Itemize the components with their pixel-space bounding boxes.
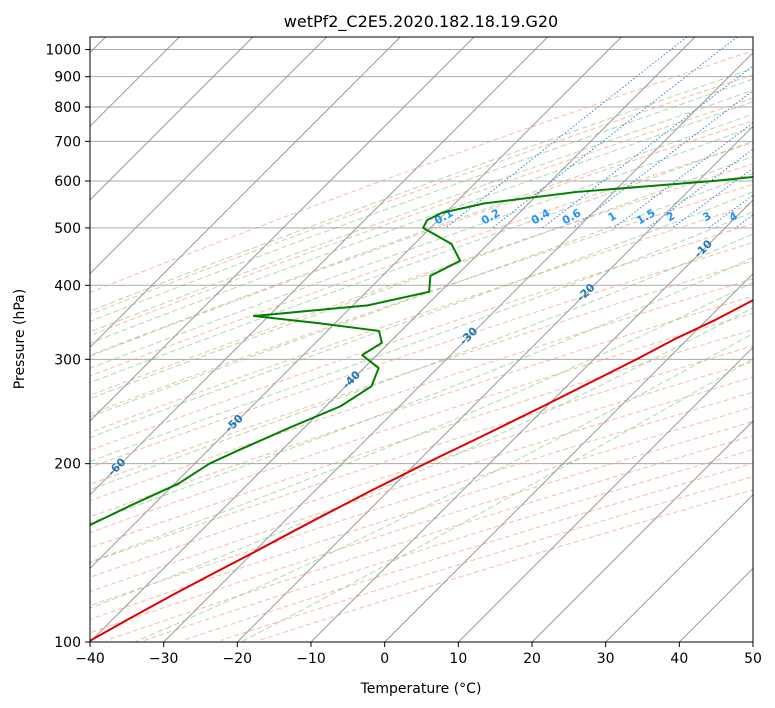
moist-adiabat-line: [90, 233, 753, 491]
moist-adiabat-line: [90, 307, 753, 609]
y-tick-label: 500: [54, 221, 81, 237]
x-axis-label: Temperature (°C): [360, 681, 482, 697]
plot-frame: [89, 36, 754, 643]
dry-adiabat-line: [90, 391, 753, 607]
y-axis-ticks: 100 200 300 400 500 600 700 800 900 1000: [45, 43, 90, 651]
mixing-ratio-line: [672, 167, 753, 229]
moist-adiabat-line: [134, 332, 753, 642]
y-tick-label: 600: [54, 174, 81, 190]
dry-adiabat-line: [90, 97, 753, 337]
chart-title: wetPf2_C2E5.2020.182.18.19.G20: [284, 12, 558, 32]
x-tick-label: −20: [223, 651, 253, 667]
y-tick-label: 800: [54, 100, 81, 116]
dry-adiabat-line: [90, 420, 753, 634]
isotherm-line: [90, 37, 549, 496]
dry-adiabat-line: [90, 406, 753, 620]
y-tick-label: 100: [54, 635, 81, 651]
dry-adiabat-line: [90, 295, 753, 518]
isotherm-line: [90, 37, 622, 570]
dry-adiabat-line: [90, 376, 753, 593]
isotherm-line: [531, 420, 753, 642]
moist-adiabat-line: [90, 89, 753, 333]
dry-adiabat-line: [90, 329, 753, 549]
y-tick-label: 700: [54, 134, 81, 150]
x-tick-label: −10: [296, 651, 326, 667]
y-tick-label: 1000: [45, 43, 81, 59]
x-tick-label: 0: [380, 651, 389, 667]
mixing-ratio-line: [542, 65, 753, 229]
dry-adiabat-line: [220, 476, 753, 641]
x-tick-label: −40: [75, 651, 105, 667]
x-tick-label: 30: [597, 651, 615, 667]
dry-adiabat-line: [90, 260, 753, 485]
moist-adiabat-line: [90, 211, 753, 463]
isotherm-line: [90, 37, 696, 642]
y-tick-label: 200: [54, 457, 81, 473]
y-tick-label: 300: [54, 352, 81, 368]
plot-area: [90, 37, 753, 642]
isotherm-line: [236, 125, 753, 642]
x-axis-ticks: −40 −30 −20 −10 0 10 20 30 40 50: [75, 642, 762, 667]
isotherm-line: [310, 199, 753, 642]
dry-adiabat-line: [258, 489, 753, 641]
y-tick-label: 400: [54, 278, 81, 294]
moist-adiabat-line: [90, 67, 753, 312]
dry-adiabat-line: [90, 142, 753, 377]
dry-adiabat-line: [90, 223, 753, 451]
isotherm-line: [457, 346, 753, 642]
isotherm-line: [90, 37, 254, 201]
x-tick-label: −30: [149, 651, 179, 667]
moist-adiabat-line: [240, 358, 753, 642]
moist-adiabat-line: [90, 281, 753, 563]
y-axis-label: Pressure (hPa): [12, 289, 28, 389]
dry-adiabat-line: [90, 74, 753, 315]
moist-adiabat-line: [90, 101, 753, 344]
moist-adiabat-line: [90, 191, 753, 439]
moist-adiabat-line: [90, 140, 753, 384]
dry-adiabat-line: [90, 120, 753, 357]
y-tick-label: 900: [54, 70, 81, 86]
x-tick-label: 50: [744, 651, 762, 667]
dry-adiabat-line: [90, 183, 753, 415]
moist-adiabat-line: [90, 155, 753, 400]
isotherm-line: [384, 272, 753, 642]
x-tick-label: 40: [670, 651, 688, 667]
dewpoint-profile: [90, 176, 753, 527]
moist-adiabat-line: [90, 113, 753, 356]
isotherm-line: [163, 51, 753, 642]
isotherm-line: [605, 493, 753, 642]
dry-adiabat-line: [90, 312, 753, 533]
x-tick-label: 20: [523, 651, 541, 667]
isotherm-line: [90, 37, 401, 349]
moist-adiabat-line: [90, 78, 753, 322]
mixing-ratio-line: [445, 37, 688, 229]
background-lines: [90, 37, 753, 642]
isotherm-line: [90, 37, 328, 275]
x-tick-label: 10: [449, 651, 467, 667]
temperature-profile: [90, 298, 753, 642]
mixing-ratio-line: [492, 37, 738, 229]
profile-lines: [90, 176, 753, 642]
isotherm-line: [90, 37, 475, 422]
